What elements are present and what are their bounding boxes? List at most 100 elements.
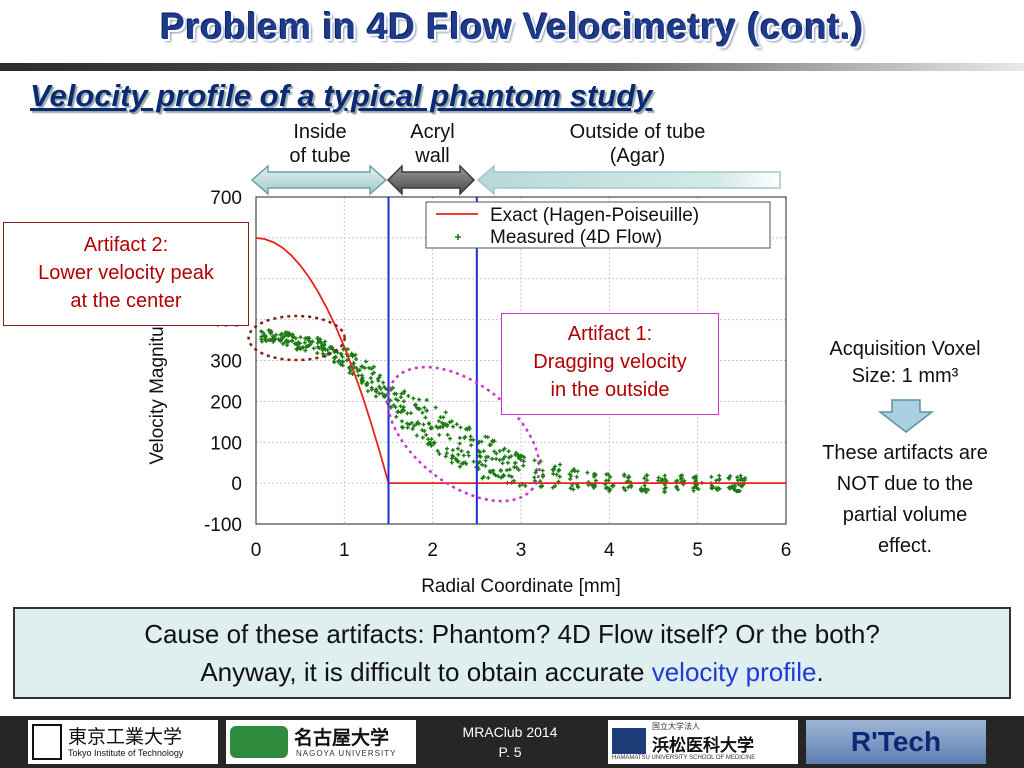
measured-point bbox=[464, 461, 469, 466]
measured-point bbox=[459, 448, 464, 453]
measured-point bbox=[424, 408, 429, 413]
measured-point bbox=[396, 409, 401, 414]
measured-point bbox=[259, 334, 264, 339]
measured-point bbox=[593, 484, 598, 489]
measured-point bbox=[354, 366, 359, 371]
measured-point bbox=[365, 389, 370, 394]
measured-point bbox=[422, 429, 427, 434]
measured-point bbox=[405, 421, 410, 426]
measured-point bbox=[377, 384, 382, 389]
not-due-line4: effect. bbox=[877, 535, 933, 557]
measured-point bbox=[604, 472, 609, 477]
down-arrow-icon bbox=[878, 399, 934, 433]
measured-point bbox=[521, 463, 526, 468]
measured-point bbox=[626, 475, 631, 480]
y-axis-label: Velocity Magnitu bbox=[147, 326, 168, 464]
measured-point bbox=[323, 347, 328, 352]
measured-point bbox=[359, 364, 364, 369]
measured-point bbox=[269, 330, 274, 335]
measured-point bbox=[339, 352, 344, 357]
measured-point bbox=[420, 410, 425, 415]
measured-point bbox=[405, 425, 410, 430]
measured-point bbox=[443, 454, 448, 459]
not-partial-volume-note: These artifacts are NOT due to the parti… bbox=[790, 438, 1020, 562]
measured-point bbox=[551, 471, 556, 476]
region-label-acryl-line1: Acryl bbox=[410, 121, 455, 143]
measured-point bbox=[498, 468, 503, 473]
measured-point bbox=[514, 465, 519, 470]
nagoya-jp: 名古屋大学 bbox=[294, 727, 390, 749]
region-label-inside: Inside of tube bbox=[270, 120, 370, 168]
artifact2-callout: Artifact 2: Lower velocity peak at the c… bbox=[3, 222, 249, 326]
not-due-line1: These artifacts are bbox=[822, 442, 988, 464]
measured-point bbox=[479, 439, 484, 444]
measured-point bbox=[369, 366, 374, 371]
cause-summary-box: Cause of these artifacts: Phantom? 4D Fl… bbox=[13, 607, 1011, 699]
measured-point bbox=[502, 446, 507, 451]
measured-point bbox=[424, 432, 429, 437]
voxel-line1: Acquisition Voxel bbox=[829, 338, 981, 360]
measured-point bbox=[401, 399, 406, 404]
measured-point bbox=[321, 351, 326, 356]
rtech-logo: R'Tech bbox=[806, 720, 986, 764]
measured-point bbox=[436, 419, 441, 424]
measured-point bbox=[457, 441, 462, 446]
measured-point bbox=[303, 336, 308, 341]
artifact2-line2: Lower velocity peak bbox=[38, 262, 214, 284]
measured-point bbox=[399, 419, 404, 424]
x-axis-label: Radial Coordinate [mm] bbox=[421, 576, 621, 597]
measured-point bbox=[322, 339, 327, 344]
y-tick-label: 700 bbox=[210, 188, 242, 209]
measured-point bbox=[293, 336, 298, 341]
measured-point bbox=[608, 474, 613, 479]
measured-point bbox=[554, 472, 559, 477]
measured-point bbox=[340, 363, 345, 368]
measured-point bbox=[271, 339, 276, 344]
measured-point bbox=[488, 470, 493, 475]
measured-point bbox=[411, 396, 416, 401]
measured-point bbox=[516, 454, 521, 459]
measured-point bbox=[401, 405, 406, 410]
measured-point bbox=[509, 474, 514, 479]
measured-point bbox=[481, 474, 486, 479]
measured-point bbox=[491, 471, 496, 476]
measured-point bbox=[477, 453, 482, 458]
measured-point bbox=[532, 478, 537, 483]
hamamatsu-en: HAMAMATSU UNIVERSITY SCHOOL OF MEDICINE bbox=[612, 755, 756, 761]
measured-point bbox=[516, 467, 521, 472]
measured-point bbox=[639, 486, 644, 491]
measured-point bbox=[501, 456, 506, 461]
artifact2-line1: Artifact 2: bbox=[83, 234, 169, 256]
measured-point bbox=[307, 336, 312, 341]
y-tick-label: 0 bbox=[231, 474, 242, 495]
measured-point bbox=[345, 358, 350, 363]
measured-point bbox=[522, 455, 527, 460]
tokyo-tech-en: Tokyo Institute of Technology bbox=[68, 748, 184, 758]
measured-point bbox=[447, 420, 452, 425]
y-tick-label: 300 bbox=[210, 352, 242, 373]
tokyo-tech-emblem-icon bbox=[32, 724, 62, 760]
measured-point bbox=[486, 475, 491, 480]
measured-point bbox=[733, 484, 738, 489]
y-tick-label: 200 bbox=[210, 392, 242, 413]
measured-point bbox=[532, 475, 537, 480]
measured-point bbox=[716, 486, 721, 491]
measured-point bbox=[656, 478, 661, 483]
measured-point bbox=[729, 484, 734, 489]
measured-point bbox=[370, 371, 375, 376]
measured-point bbox=[297, 341, 302, 346]
measured-point bbox=[456, 459, 461, 464]
footer-bar: 東京工業大学 Tokyo Institute of Technology 名古屋… bbox=[0, 716, 1024, 768]
measured-point bbox=[674, 484, 679, 489]
measured-point bbox=[377, 375, 382, 380]
measured-point bbox=[306, 338, 311, 343]
measured-point bbox=[373, 394, 378, 399]
measured-point bbox=[285, 343, 290, 348]
measured-point bbox=[710, 484, 715, 489]
measured-point bbox=[393, 397, 398, 402]
measured-point bbox=[338, 362, 343, 367]
nagoya-emblem-icon bbox=[230, 726, 288, 758]
measured-point bbox=[420, 435, 425, 440]
measured-point bbox=[593, 472, 598, 477]
measured-point bbox=[481, 449, 486, 454]
